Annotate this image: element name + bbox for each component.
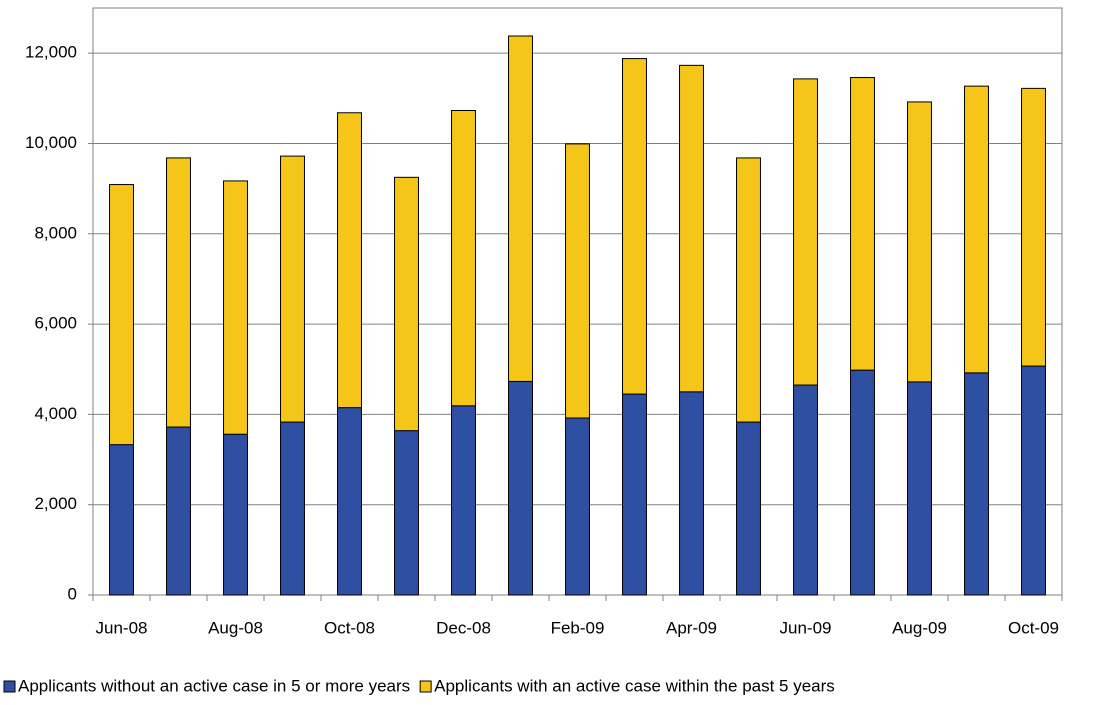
y-tick-label: 8,000 [34, 223, 77, 242]
bar-segment [109, 184, 134, 446]
bar-segment [166, 426, 191, 596]
bar-segment [508, 35, 533, 382]
x-tick-label: Aug-08 [208, 618, 263, 637]
bar-segment [793, 384, 818, 596]
bar-segment [1021, 87, 1046, 367]
bar-segment [622, 393, 647, 596]
y-tick-label: 4,000 [34, 404, 77, 423]
bar-segment [907, 101, 932, 383]
bar-segment [337, 112, 362, 409]
x-tick-label: Aug-09 [892, 618, 947, 637]
y-tick-label: 12,000 [25, 43, 77, 62]
bar-segment [451, 109, 476, 407]
bar-segment [736, 421, 761, 596]
bar-segment [850, 77, 875, 371]
x-tick-label: Dec-08 [436, 618, 491, 637]
legend-label: Applicants without an active case in 5 o… [18, 676, 410, 695]
bar-segment [793, 78, 818, 386]
x-tick-label: Apr-09 [666, 618, 717, 637]
bar-segment [394, 176, 419, 432]
bar-segment [223, 180, 248, 435]
x-tick-label: Oct-08 [324, 618, 375, 637]
bar-segment [565, 143, 590, 419]
bar-segment [679, 391, 704, 596]
y-tick-label: 10,000 [25, 133, 77, 152]
bar-segment [166, 157, 191, 428]
bar-segment [223, 433, 248, 596]
bar-segment [850, 369, 875, 596]
bar-segment [109, 444, 134, 596]
x-tick-label: Oct-09 [1008, 618, 1059, 637]
bar-segment [394, 430, 419, 596]
bar-segment [1021, 365, 1046, 596]
y-tick-label: 0 [68, 584, 77, 603]
x-tick-label: Jun-09 [780, 618, 832, 637]
bar-segment [622, 58, 647, 395]
bar-segment [907, 381, 932, 596]
bar-segment [736, 157, 761, 423]
bar-segment [280, 421, 305, 596]
bar-segment [565, 417, 590, 596]
bar-segment [337, 407, 362, 596]
y-tick-label: 2,000 [34, 494, 77, 513]
bar-segment [964, 372, 989, 596]
bar-segment [451, 405, 476, 596]
y-tick-label: 6,000 [34, 314, 77, 333]
bar-segment [679, 64, 704, 393]
x-tick-label: Feb-09 [551, 618, 605, 637]
x-tick-label: Jun-08 [96, 618, 148, 637]
legend-label: Applicants with an active case within th… [434, 676, 835, 695]
bar-segment [508, 380, 533, 596]
bar-segment [964, 85, 989, 374]
legend-swatch [419, 680, 432, 693]
bar-segment [280, 155, 305, 423]
legend-swatch [3, 680, 16, 693]
